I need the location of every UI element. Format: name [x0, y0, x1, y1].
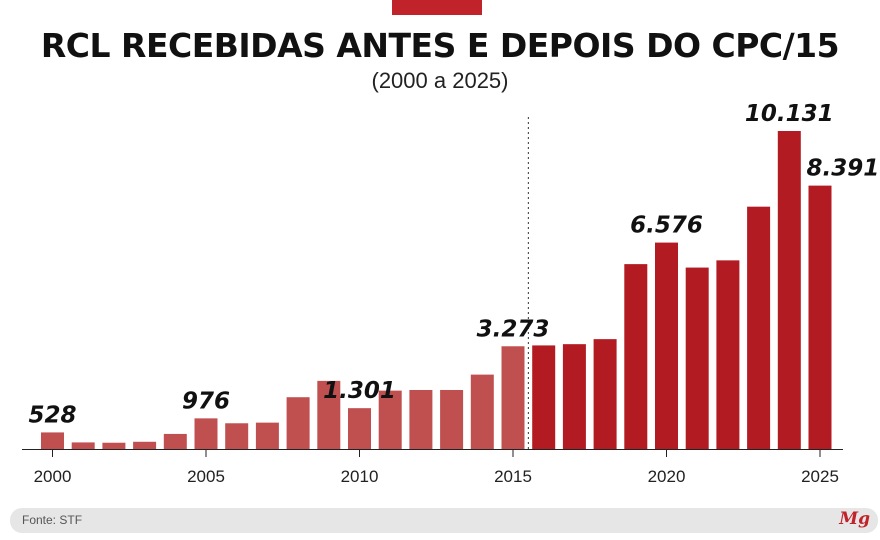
- bar-2017: [562, 344, 586, 449]
- x-tick-label-2015: 2015: [494, 467, 532, 486]
- bar-2022: [716, 260, 740, 449]
- bar-2011: [378, 390, 402, 449]
- x-tick-label-2025: 2025: [801, 467, 839, 486]
- bar-2007: [255, 422, 279, 449]
- bar-2001: [71, 442, 95, 449]
- bar-2020: [655, 242, 678, 449]
- data-label-2000: 528: [28, 402, 76, 428]
- bar-2002: [102, 442, 126, 449]
- bar-2023: [747, 206, 771, 449]
- bar-2010: [348, 408, 371, 449]
- chart-title: RCL RECEBIDAS ANTES E DEPOIS DO CPC/15: [40, 26, 840, 65]
- brand-logo: Mg: [839, 509, 870, 529]
- chart-subtitle: (2000 a 2025): [371, 68, 509, 93]
- x-tick-label-2005: 2005: [187, 467, 225, 486]
- source-note: Fonte: STF: [22, 513, 83, 527]
- data-label-2025: 8.391: [807, 156, 880, 182]
- bar-2021: [685, 267, 709, 449]
- bar-2009: [317, 380, 341, 449]
- data-label-2024: 10.131: [745, 101, 834, 127]
- bar-2003: [133, 441, 157, 449]
- bar-2013: [440, 389, 464, 449]
- x-tick-label-2000: 2000: [34, 467, 72, 486]
- bar-2005: [194, 418, 218, 449]
- bar-2015: [501, 346, 525, 449]
- bar-2000: [41, 432, 64, 449]
- bar-2012: [409, 389, 433, 449]
- bar-2008: [286, 397, 310, 449]
- bar-2014: [470, 374, 494, 449]
- data-label-2015: 3.273: [477, 316, 550, 342]
- data-label-2020: 6.576: [630, 213, 703, 239]
- bar-2004: [163, 433, 187, 449]
- footer-bar: Fonte: STF Mg: [10, 508, 878, 533]
- bar-2006: [225, 423, 249, 449]
- bar-2016: [532, 345, 556, 449]
- x-tick-label-2010: 2010: [341, 467, 379, 486]
- bar-2018: [593, 339, 617, 449]
- bar-2025: [808, 185, 832, 449]
- data-label-2005: 976: [182, 388, 230, 414]
- top-accent-bar: [392, 0, 482, 15]
- x-tick-label-2020: 2020: [648, 467, 686, 486]
- bar-2024: [777, 131, 801, 449]
- data-label-2010: 1.301: [323, 378, 396, 404]
- bar-2019: [624, 264, 648, 449]
